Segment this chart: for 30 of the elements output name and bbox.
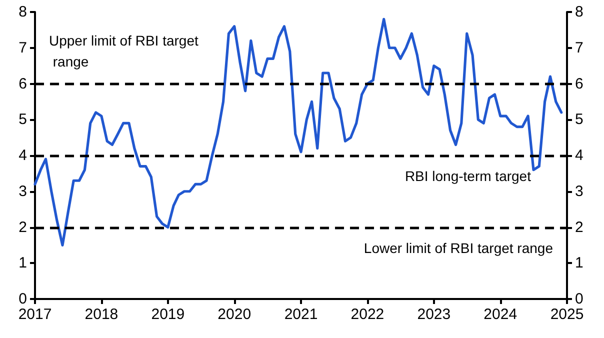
- y2-tick-label: 6: [575, 75, 584, 92]
- y-tick-label: 7: [18, 39, 27, 56]
- x-tick-label: 2022: [350, 306, 384, 323]
- ref-line-label: Upper limit of RBI target range: [49, 32, 198, 70]
- x-tick-label: 2025: [550, 306, 584, 323]
- x-tick-label: 2020: [218, 306, 252, 323]
- y-tick-label: 2: [18, 218, 27, 236]
- y2-tick-label: 7: [575, 39, 584, 56]
- y-tick-label: 0: [18, 290, 27, 308]
- y-tick-label: 3: [18, 182, 27, 200]
- y2-tick-label: 2: [575, 218, 584, 236]
- y2-tick-label: 8: [575, 4, 584, 20]
- ref-line-label: RBI long-term target: [404, 168, 532, 184]
- x-tick-label: 2024: [484, 306, 518, 323]
- y2-tick-label: 1: [575, 254, 584, 272]
- x-tick-label: 2018: [84, 306, 118, 323]
- x-tick-label: 2019: [151, 306, 185, 323]
- y-tick-label: 5: [18, 111, 27, 128]
- y-tick-label: 6: [18, 75, 27, 92]
- y-tick-label: 1: [18, 254, 27, 272]
- y-tick-label: 4: [18, 147, 27, 164]
- x-tick-label: 2021: [284, 306, 318, 323]
- y-tick-label: 8: [18, 4, 27, 20]
- x-tick-label: 2017: [18, 306, 52, 323]
- y2-tick-label: 3: [575, 182, 584, 200]
- y2-tick-label: 4: [575, 147, 584, 164]
- y2-tick-label: 5: [575, 111, 584, 128]
- y2-tick-label: 0: [575, 290, 584, 308]
- ref-line-label: Lower limit of RBI target range: [364, 240, 554, 256]
- x-tick-label: 2023: [417, 306, 451, 323]
